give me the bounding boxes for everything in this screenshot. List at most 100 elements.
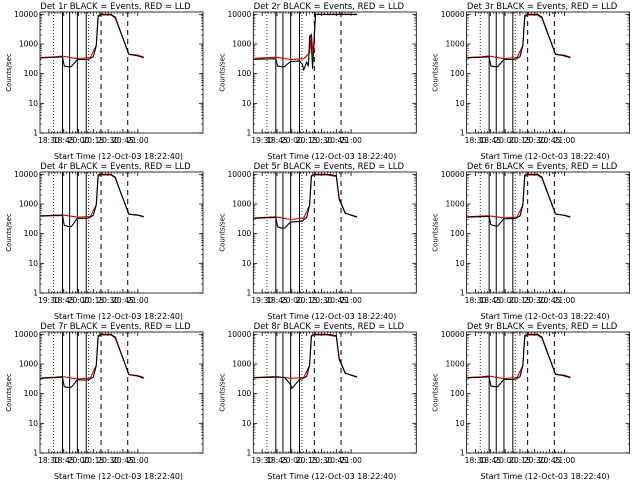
x-tick-label: 20:30: [97, 296, 119, 305]
x-tick-label: 20:00: [494, 136, 516, 145]
x-tick-label: 20:30: [97, 136, 119, 145]
y-axis-label: Counts/sec: [432, 373, 440, 412]
x-tick-label: 18:30: [38, 136, 60, 145]
y-tick-label: 100: [450, 229, 465, 238]
x-tick-label: 20:45: [539, 136, 561, 145]
x-axis-label: Start Time (12-Oct-03 18:22:40): [54, 312, 183, 321]
panel-title: Det 9r BLACK = Events, RED = LLD: [467, 322, 618, 332]
plot-frame: [252, 11, 417, 134]
x-tick-label: 20:00: [68, 136, 90, 145]
series-events-line: [467, 173, 571, 227]
x-tick-label: 20:45: [325, 136, 347, 145]
y-tick-label: 1000: [232, 200, 251, 209]
y-tick-label: 10000: [441, 10, 465, 19]
panel-title: Det 6r BLACK = Events, RED = LLD: [467, 162, 618, 172]
y-tick-label: 1: [247, 129, 252, 138]
x-tick-label: 20:45: [112, 136, 134, 145]
x-tick-label: 21:00: [554, 296, 576, 305]
y-tick-label: 10000: [441, 170, 465, 179]
x-axis-label: Start Time (12-Oct-03 18:22:40): [54, 472, 183, 480]
panel-title: Det 2r BLACK = Events, RED = LLD: [254, 2, 405, 12]
y-tick-label: 10000: [14, 10, 38, 19]
y-tick-label: 100: [450, 389, 465, 398]
x-tick-label: 20:30: [97, 456, 119, 465]
x-tick-label: 20:00: [494, 296, 516, 305]
y-tick-label: 10: [242, 99, 252, 108]
x-tick-label: 20:45: [325, 456, 347, 465]
y-axis-label: Counts/sec: [432, 213, 440, 252]
x-tick-label: 18:30: [38, 456, 60, 465]
y-tick-label: 1000: [19, 200, 38, 209]
y-axis-label: Counts/sec: [218, 53, 226, 92]
y-tick-label: 100: [24, 69, 39, 78]
y-tick-label: 1: [247, 449, 252, 458]
x-tick-label: 18:45: [53, 136, 75, 145]
y-tick-label: 10: [455, 99, 465, 108]
x-tick-label: 18:45: [266, 136, 288, 145]
x-tick-label: 21:00: [554, 456, 576, 465]
y-tick-label: 10: [28, 99, 38, 108]
x-tick-label: 20:15: [509, 136, 531, 145]
x-tick-label: 21:00: [127, 136, 149, 145]
x-axis-label: Start Time (12-Oct-03 18:22:40): [267, 152, 396, 161]
y-tick-label: 1000: [446, 40, 465, 49]
x-tick-label: 20:15: [296, 296, 318, 305]
y-tick-label: 10: [242, 419, 252, 428]
plot-frame: [466, 171, 631, 294]
y-tick-label: 100: [24, 229, 39, 238]
series-events-line: [253, 173, 358, 230]
x-tick-label: 21:00: [340, 456, 362, 465]
y-tick-label: 10: [455, 259, 465, 268]
series-events-line: [467, 333, 571, 388]
x-tick-label: 20:00: [281, 136, 303, 145]
x-tick-label: 20:00: [281, 296, 303, 305]
y-tick-label: 10: [28, 259, 38, 268]
x-tick-label: 18:45: [53, 456, 75, 465]
x-tick-label: 19:30: [251, 296, 273, 305]
x-tick-label: 20:15: [509, 456, 531, 465]
chart-panel-det-3r: Det 3r BLACK = Events, RED = LLD Start Ti…: [432, 2, 631, 161]
x-axis-label: Start Time (12-Oct-03 18:22:40): [267, 472, 396, 480]
y-tick-label: 1: [33, 289, 38, 298]
x-tick-label: 19:30: [251, 136, 273, 145]
y-tick-label: 10000: [14, 170, 38, 179]
y-tick-label: 10000: [227, 10, 251, 19]
panel-title: Det 8r BLACK = Events, RED = LLD: [254, 322, 405, 332]
panel-title: Det 4r BLACK = Events, RED = LLD: [40, 162, 191, 172]
y-tick-label: 1: [460, 449, 465, 458]
y-axis-label: Counts/sec: [5, 373, 13, 412]
y-tick-label: 100: [450, 69, 465, 78]
x-tick-label: 18:45: [479, 456, 501, 465]
x-tick-label: 21:00: [554, 136, 576, 145]
y-tick-label: 1: [33, 129, 38, 138]
x-tick-label: 20:15: [296, 136, 318, 145]
chart-panel-det-8r: Det 8r BLACK = Events, RED = LLD Start Ti…: [218, 322, 417, 480]
y-axis-label: Counts/sec: [5, 213, 13, 252]
x-tick-label: 20:30: [524, 456, 546, 465]
y-axis-label: Counts/sec: [5, 53, 13, 92]
x-tick-label: 20:45: [325, 296, 347, 305]
y-tick-label: 10000: [14, 330, 38, 339]
y-tick-label: 10000: [441, 330, 465, 339]
x-tick-label: 20:45: [112, 456, 134, 465]
x-tick-label: 21:00: [127, 296, 149, 305]
x-tick-label: 21:00: [127, 456, 149, 465]
y-tick-label: 1: [460, 129, 465, 138]
y-axis-label: Counts/sec: [218, 373, 226, 412]
x-tick-label: 20:15: [83, 136, 105, 145]
x-tick-label: 20:15: [509, 296, 531, 305]
y-tick-label: 1000: [19, 40, 38, 49]
x-tick-label: 20:45: [539, 296, 561, 305]
x-tick-label: 20:00: [68, 456, 90, 465]
x-tick-label: 18:30: [465, 136, 487, 145]
plot-frame: [39, 171, 204, 294]
x-tick-label: 20:00: [494, 456, 516, 465]
y-tick-label: 100: [24, 389, 39, 398]
series-events-line: [467, 13, 571, 68]
x-tick-label: 18:45: [53, 296, 75, 305]
x-tick-label: 20:00: [68, 296, 90, 305]
y-tick-label: 1000: [446, 360, 465, 369]
plot-frame: [252, 171, 417, 294]
y-tick-label: 10000: [227, 170, 251, 179]
